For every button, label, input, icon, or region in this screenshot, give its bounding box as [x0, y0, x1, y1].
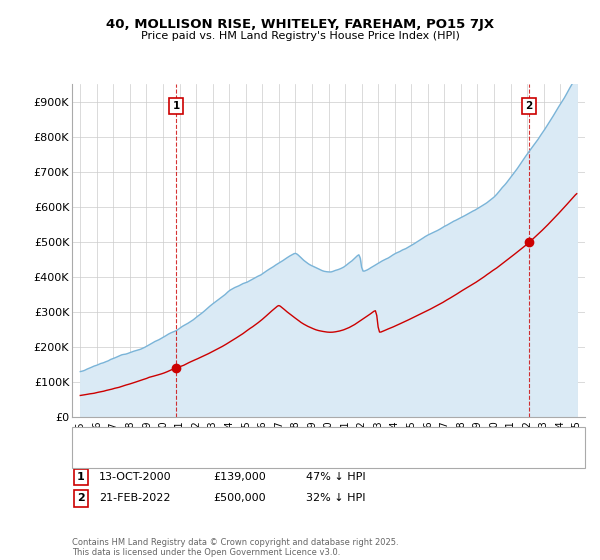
Text: 13-OCT-2000: 13-OCT-2000 [99, 472, 172, 482]
Text: 2: 2 [526, 101, 533, 111]
Text: £139,000: £139,000 [213, 472, 266, 482]
Text: 21-FEB-2022: 21-FEB-2022 [99, 493, 170, 503]
Text: 1: 1 [77, 472, 85, 482]
Text: 40, MOLLISON RISE, WHITELEY, FAREHAM, PO15 7JX (detached house): 40, MOLLISON RISE, WHITELEY, FAREHAM, PO… [117, 433, 461, 443]
Text: Price paid vs. HM Land Registry's House Price Index (HPI): Price paid vs. HM Land Registry's House … [140, 31, 460, 41]
Text: 32% ↓ HPI: 32% ↓ HPI [306, 493, 365, 503]
Text: £500,000: £500,000 [213, 493, 266, 503]
Text: HPI: Average price, detached house, Winchester: HPI: Average price, detached house, Winc… [117, 451, 353, 461]
Text: 1: 1 [172, 101, 180, 111]
Text: 2: 2 [77, 493, 85, 503]
Text: 47% ↓ HPI: 47% ↓ HPI [306, 472, 365, 482]
Text: 40, MOLLISON RISE, WHITELEY, FAREHAM, PO15 7JX: 40, MOLLISON RISE, WHITELEY, FAREHAM, PO… [106, 18, 494, 31]
Text: Contains HM Land Registry data © Crown copyright and database right 2025.
This d: Contains HM Land Registry data © Crown c… [72, 538, 398, 557]
